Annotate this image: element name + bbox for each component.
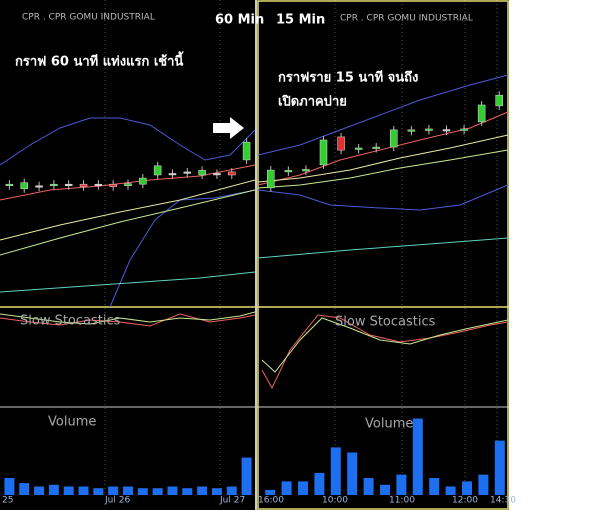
x-tick-label: 16:00 [258,496,284,506]
symbol: CPR . CPR GOMU INDUSTRIAL [22,13,155,23]
x-tick-label: 14:30 [490,496,516,506]
volume-bar [494,440,505,495]
indicator-lines [257,74,509,390]
candle-body [213,173,221,176]
note: กราฟราย 15 นาที จนถึง [278,70,418,86]
candle-body [228,171,236,176]
candle-body [5,183,14,186]
volume-bar [429,478,440,495]
candle-body [168,173,177,176]
candle-body [242,141,251,161]
volume-bar [330,447,341,495]
x-tick-label: Jul 27 [219,496,245,506]
volume-label: Volume [365,417,413,432]
candle-body [64,183,73,186]
volume-bar [4,478,15,495]
arrow [213,117,244,139]
x-tick-label: Jul 26 [104,496,130,506]
timeframe: 15 Min [276,13,325,28]
stoch-label: Slow Stocastics [20,314,121,329]
grid [104,0,498,495]
candle-body [267,169,275,189]
volume-bar [93,488,104,495]
candle-body [94,183,103,186]
volume-bar [152,488,163,495]
candle-body [477,104,486,123]
panel-border [257,0,509,510]
background [0,0,509,510]
volume-bar [78,486,89,495]
volume-bar [478,474,489,495]
candle-body [425,128,433,131]
candle-body [372,146,380,149]
volume-bar [211,488,222,495]
candle-body [495,94,503,107]
candle-body [198,170,206,176]
volume-bar [167,486,178,495]
note: เปิดภาคบ่าย [278,95,347,110]
volume-bar [19,483,30,495]
candle-body [183,171,192,174]
volume-bar [123,486,133,495]
volume-bar [412,418,423,495]
volume-bar [48,484,59,495]
volume-bar [108,486,119,495]
candle-body [109,183,117,187]
volume-bar [314,472,325,495]
volume-bar [298,481,308,495]
volume-bar [363,478,374,495]
volume-bar [34,486,45,495]
candle-body [407,129,416,132]
volume-bar [445,486,456,495]
x-tick-label: 12:00 [452,496,478,506]
x-tick-label: 10:00 [322,496,348,506]
volume-bar [182,488,193,495]
candle-body [153,165,162,176]
note: กราฟ 60 นาที แท่งแรก เช้านี้ [15,51,184,70]
volume-bar [380,484,390,495]
volume-bar [347,452,358,495]
candle-body [20,182,28,190]
volume-bar [265,489,276,495]
candle-body [460,128,468,131]
candle-body [337,136,345,151]
volume-bar [63,486,74,495]
volume-bar [241,457,252,495]
indicator-lines [0,117,256,327]
volume-bar [396,474,407,495]
volume-bar [281,481,292,495]
candle-body [284,170,293,173]
symbol: CPR . CPR GOMU INDUSTRIAL [340,14,473,24]
candle-body [302,169,310,172]
x-tick-label: 11:00 [389,496,415,506]
candle-body [390,129,398,148]
volume-bar [137,488,148,495]
candle-body [124,183,132,186]
candle-body [35,185,43,188]
candle-body [319,139,328,166]
timeframe: 60 Min [215,13,264,28]
x-tick-label: 25 [2,496,13,506]
candle-body [50,183,58,186]
candle-body [139,177,147,185]
stoch-label: Slow Stocastics [335,315,436,330]
candle-body [354,147,363,150]
candle-body [79,183,88,187]
candle-body [442,129,451,132]
volume-label: Volume [48,415,96,430]
volume-bar [226,486,237,495]
volume-bar [197,486,208,495]
volume-bar [462,481,472,495]
